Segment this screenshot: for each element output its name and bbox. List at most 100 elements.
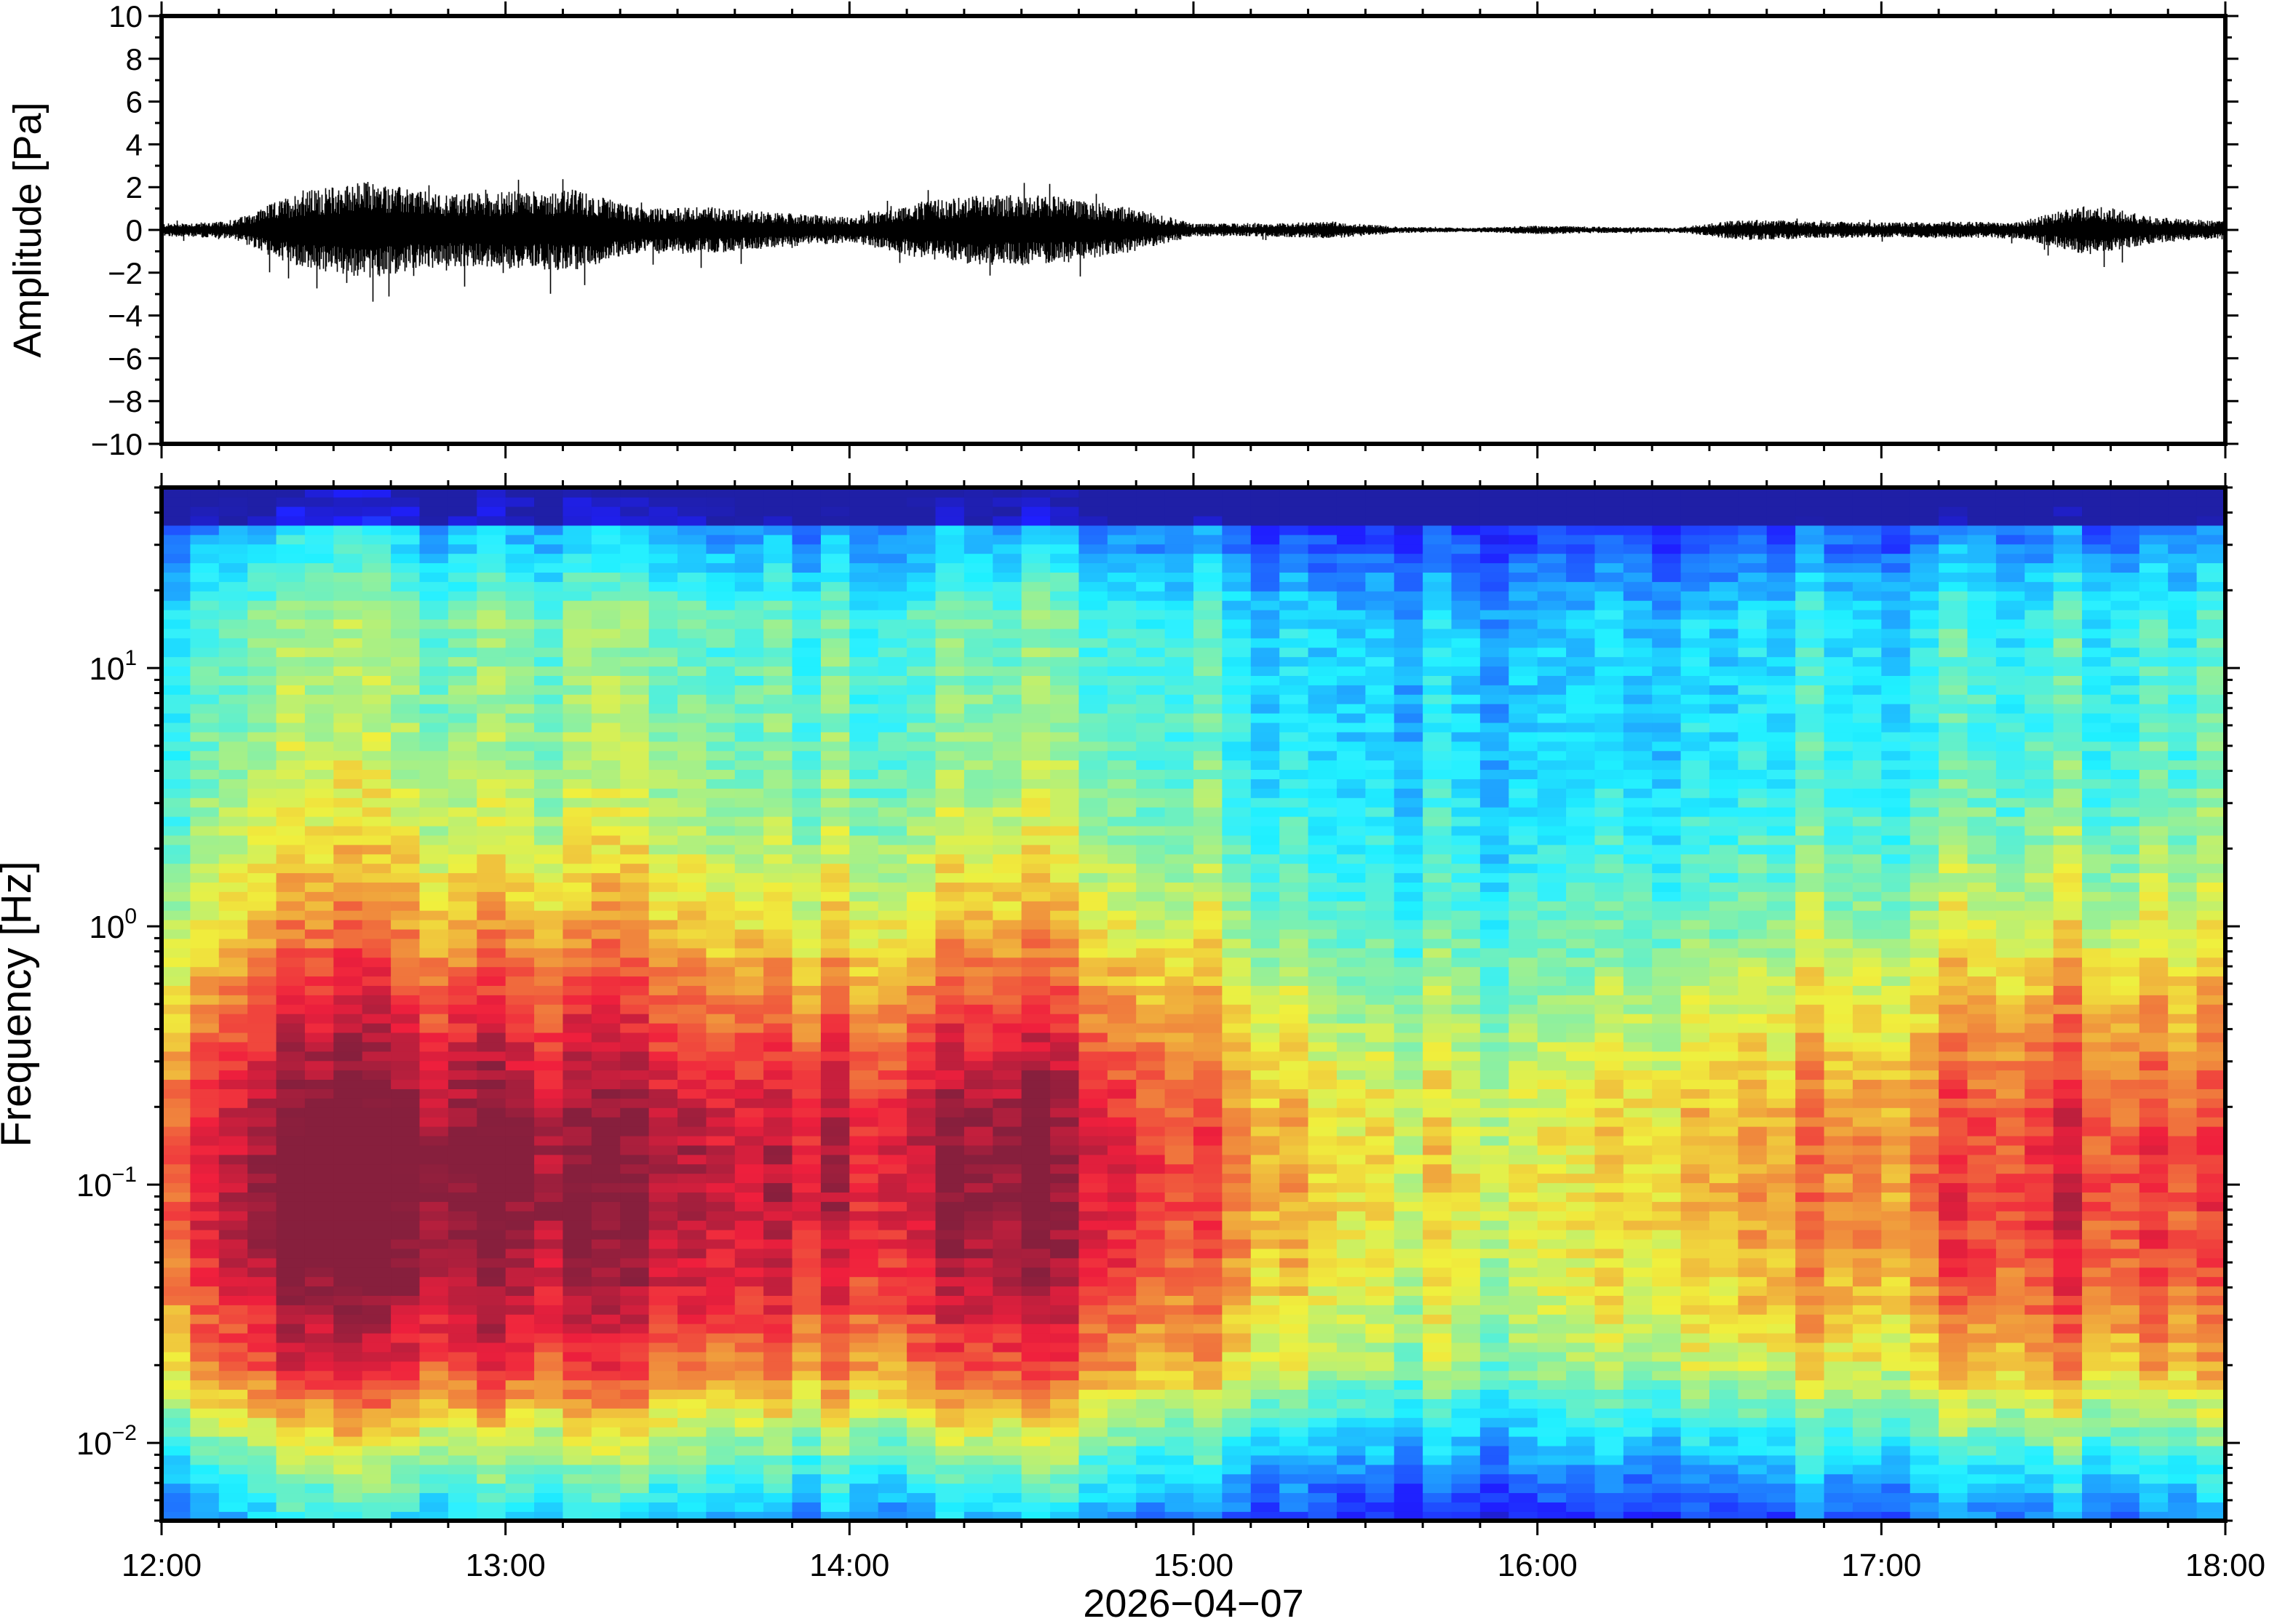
spectrogram-cell — [1193, 1314, 1223, 1324]
spectrogram-cell — [333, 731, 363, 742]
spectrogram-cell — [1279, 1342, 1309, 1353]
spectrogram-cell — [591, 1257, 621, 1268]
spectrogram-cell — [1423, 1314, 1453, 1324]
spectrogram-cell — [1107, 966, 1137, 977]
spectrogram-cell — [1164, 1492, 1194, 1502]
spectrogram-cell — [162, 572, 191, 582]
spectrogram-cell — [820, 760, 851, 771]
spectrogram-cell — [820, 1380, 851, 1390]
spectrogram-cell — [963, 957, 994, 968]
spectrogram-cell — [1107, 1295, 1137, 1305]
spectrogram-cell — [1078, 544, 1108, 554]
spectrogram-cell — [792, 947, 822, 958]
spectrogram-cell — [1250, 1032, 1280, 1043]
spectrogram-cell — [907, 572, 937, 582]
spectrogram-cell — [1050, 985, 1080, 995]
spectrogram-cell — [1050, 750, 1080, 761]
spectrogram-cell — [419, 872, 449, 883]
spectrogram-cell — [333, 609, 363, 620]
spectrogram-cell — [419, 1182, 449, 1193]
spectrogram-cell — [1164, 591, 1194, 601]
spectrogram-cell — [218, 919, 248, 930]
spectrogram-cell — [820, 1060, 851, 1071]
spectrogram-cell — [362, 1126, 392, 1137]
spectrogram-cell — [1222, 600, 1252, 610]
spectrogram-cell — [849, 966, 879, 977]
spectrogram-cell — [1193, 1041, 1223, 1052]
spectrogram-cell — [763, 1229, 793, 1240]
spectrogram-cell — [247, 1436, 277, 1446]
spectrogram-cell — [276, 1370, 306, 1381]
spectrogram-cell — [1336, 901, 1367, 911]
spectrogram-cell — [391, 694, 421, 704]
spectrogram-cell — [1279, 731, 1309, 742]
spectrogram-cell — [591, 544, 621, 554]
spectrogram-cell — [1250, 1511, 1280, 1521]
spectrogram-cell — [620, 1032, 650, 1043]
spectrogram-cell — [1394, 1070, 1423, 1080]
spectrogram-cell — [448, 909, 478, 920]
spectrogram-cell — [162, 1370, 191, 1381]
spectrogram-cell — [1336, 1116, 1367, 1127]
spectrogram-cell — [763, 928, 793, 939]
spectrogram-cell — [935, 797, 965, 808]
spectrogram-cell — [304, 487, 335, 498]
spectrogram-cell — [1193, 741, 1223, 752]
spectrogram-cell — [1021, 938, 1051, 949]
spectrogram-cell — [849, 1201, 879, 1211]
spectrogram-cell — [1050, 703, 1080, 714]
spectrogram-cell — [820, 1351, 851, 1362]
spectrogram-cell — [190, 1276, 220, 1287]
spectrogram-cell — [477, 1060, 506, 1071]
spectrogram-cell — [1050, 1201, 1080, 1211]
spectrogram-cell — [993, 1022, 1022, 1033]
spectrogram-cell — [247, 741, 277, 752]
spectrogram-cell — [304, 1305, 335, 1315]
spectrogram-cell — [849, 1032, 879, 1043]
spectrogram-cell — [448, 544, 478, 554]
spectrogram-cell — [477, 637, 506, 648]
spectrogram-cell — [1050, 1389, 1080, 1399]
spectrogram-cell — [763, 675, 793, 685]
spectrogram-cell — [1193, 1473, 1223, 1484]
spectrogram-cell — [1222, 1305, 1252, 1315]
spectrogram-cell — [706, 1332, 736, 1343]
spectrogram-cell — [162, 1098, 191, 1108]
spectrogram-cell — [1423, 1370, 1453, 1381]
spectrogram-cell — [648, 1473, 678, 1484]
spectrogram-cell — [677, 1211, 707, 1221]
spectrogram-cell — [963, 901, 994, 911]
spectrogram-cell — [734, 788, 764, 798]
spectrogram-cell — [534, 525, 564, 536]
spectrogram-cell — [993, 703, 1022, 714]
spectrogram-cell — [763, 825, 793, 836]
spectrogram-cell — [362, 1219, 392, 1230]
spectrogram-cell — [419, 618, 449, 629]
spectrogram-cell — [1336, 1182, 1367, 1193]
spectrogram-cell — [620, 1464, 650, 1475]
spectrogram-cell — [993, 901, 1022, 911]
spectrogram-cell — [706, 637, 736, 648]
spectrogram-cell — [477, 1051, 506, 1062]
spectrogram-cell — [763, 1032, 793, 1043]
spectrogram-cell — [1365, 1022, 1395, 1033]
spectrogram-cell — [1222, 779, 1252, 789]
spectrogram-cell — [247, 1473, 277, 1484]
spectrogram-cell — [1222, 496, 1252, 507]
spectrogram-cell — [677, 1192, 707, 1202]
spectrogram-cell — [190, 750, 220, 761]
spectrogram-cell — [362, 741, 392, 752]
spectrogram-cell — [276, 882, 306, 892]
spectrogram-cell — [1336, 1135, 1367, 1146]
spectrogram-cell — [1279, 1267, 1309, 1278]
spectrogram-cell — [734, 797, 764, 808]
spectrogram-cell — [648, 1032, 678, 1043]
spectrogram-cell — [1193, 1511, 1223, 1521]
spectrogram-cell — [620, 1332, 650, 1343]
spectrogram-cell — [1308, 1502, 1338, 1512]
spectrogram-cell — [333, 779, 363, 789]
spectrogram-cell — [218, 712, 248, 723]
spectrogram-cell — [1336, 741, 1367, 752]
spectrogram-cell — [247, 1389, 277, 1399]
spectrogram-cell — [706, 1145, 736, 1155]
